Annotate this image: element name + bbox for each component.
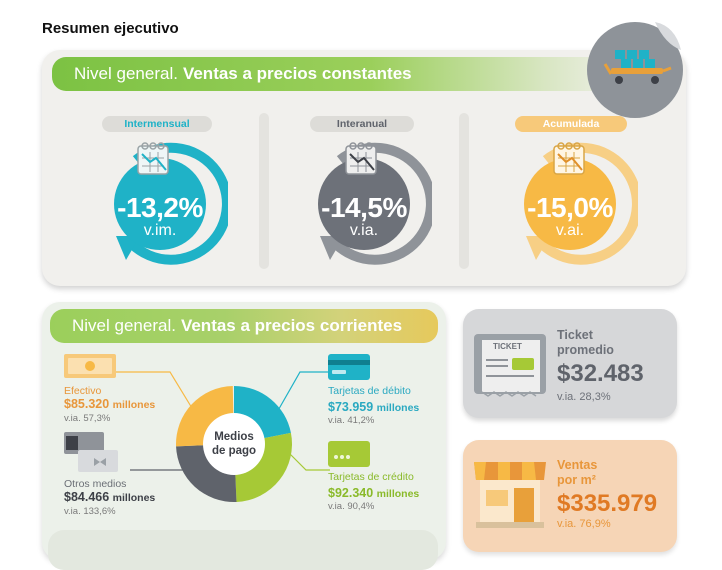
kpi-unit-interanual: v.ia. (349, 222, 379, 239)
debito-amount-unit: millones (376, 402, 420, 414)
ventas-m2-label: Ventas por m² (557, 458, 597, 488)
donut-center-label: Medios de pago (204, 430, 264, 458)
debito-amount-value: $73.959 (328, 400, 374, 414)
kpi-label-acumulada: Acumulada (515, 116, 627, 132)
kpi-unit-intermensual: v.im. (143, 222, 177, 239)
kpi-value-intermensual: -13,2% (117, 192, 203, 223)
debito-label: Tarjetas de débito (328, 385, 411, 397)
constant-prices-banner: Nivel general. Ventas a precios constant… (52, 57, 632, 91)
credito-amount: $92.340 millones (328, 486, 419, 500)
credit-card-icon (328, 441, 370, 467)
donut-label-line2: de pago (211, 445, 257, 457)
ticket-label: Ticket promedio (557, 328, 614, 358)
receipt-icon-text: TICKET (493, 342, 522, 351)
credito-amount-unit: millones (376, 488, 420, 500)
banner-prefix: Nivel general. (72, 316, 176, 335)
gauge-arrow-icon (526, 236, 550, 260)
receipt-icon (474, 334, 546, 397)
banner-heading: Ventas a precios constantes (182, 64, 412, 83)
gauge-acumulada (524, 142, 638, 265)
efectivo-amount-value: $85.320 (64, 397, 110, 411)
donut-label-line1: Medios (214, 431, 254, 443)
kpi-unit-acumulada: v.ai. (555, 222, 585, 239)
ventas-m2-label-line1: Ventas (557, 458, 598, 472)
donut-center (203, 413, 265, 475)
efectivo-amount: $85.320 millones (64, 397, 155, 411)
column-divider (259, 113, 269, 269)
calendar-chart-icon (137, 142, 169, 175)
next-section-panel (48, 530, 438, 570)
gauge-disc (524, 158, 616, 250)
ticket-value: $32.483 (557, 360, 644, 387)
kpi-value-interanual: -14,5% (321, 192, 407, 223)
ventas-m2-value: $335.979 (557, 490, 658, 517)
ticket-label-line2: promedio (557, 343, 614, 357)
ticket-variation: v.ia. 28,3% (557, 391, 611, 403)
kpi-value-acumulada: -15,0% (527, 192, 613, 223)
column-divider (459, 113, 469, 269)
debito-variation: v.ia. 41,2% (328, 415, 375, 426)
efectivo-amount-unit: millones (112, 399, 156, 411)
credito-variation: v.ia. 90,4% (328, 501, 375, 512)
otros-variation: v.ia. 133,6% (64, 506, 116, 517)
efectivo-label: Efectivo (64, 385, 102, 397)
gauge-arrow-icon (116, 236, 140, 260)
kpi-label-intermensual: Intermensual (102, 116, 212, 132)
otros-label: Otros medios (64, 478, 127, 490)
otros-amount-unit: millones (112, 492, 156, 504)
credito-label: Tarjetas de crédito (328, 471, 414, 483)
shopping-cart-sticker-icon (587, 22, 683, 118)
ventas-m2-variation: v.ia. 76,9% (557, 518, 611, 530)
kpi-label-interanual: Interanual (310, 116, 414, 132)
banner-heading: Ventas a precios corrientes (180, 316, 403, 335)
voucher-card-icon (64, 432, 118, 472)
calendar-chart-icon (345, 142, 377, 175)
gauge-arrow-icon (320, 236, 344, 260)
storefront-icon (474, 462, 546, 528)
calendar-chart-icon (553, 142, 585, 175)
banner-prefix: Nivel general. (74, 64, 178, 83)
cash-bill-icon (64, 354, 116, 378)
credito-amount-value: $92.340 (328, 486, 374, 500)
gauge-disc (318, 158, 410, 250)
efectivo-variation: v.ia. 57,3% (64, 413, 111, 424)
gauge-interanual (318, 142, 432, 265)
payment-methods-donut-chart (176, 386, 292, 502)
current-prices-banner: Nivel general. Ventas a precios corrient… (50, 309, 438, 343)
gauge-arc (128, 142, 228, 265)
otros-amount: $84.466 millones (64, 490, 155, 504)
otros-amount-value: $84.466 (64, 490, 110, 504)
debit-card-icon (328, 354, 370, 380)
debito-amount: $73.959 millones (328, 400, 419, 414)
ticket-label-line1: Ticket (557, 328, 593, 342)
ventas-m2-label-line2: por m² (557, 473, 596, 487)
gauge-disc (114, 158, 206, 250)
gauge-intermensual (114, 142, 228, 265)
page-title: Resumen ejecutivo (42, 20, 179, 37)
